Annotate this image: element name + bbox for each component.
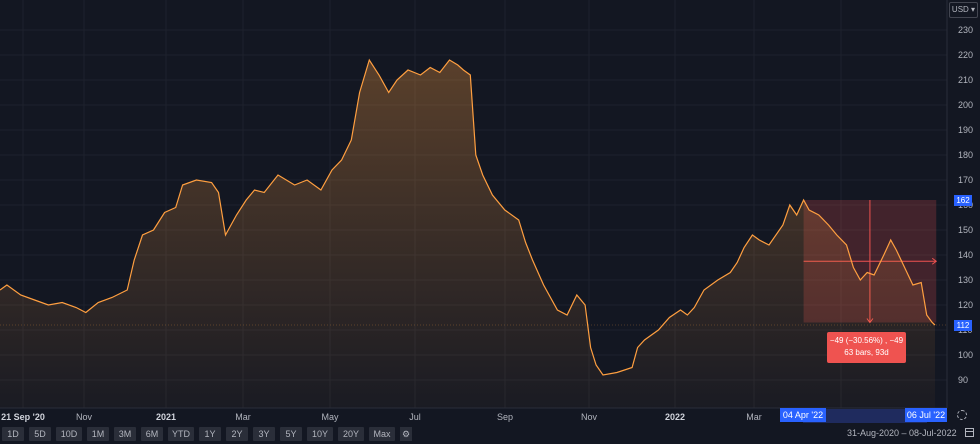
y-tick-label: 210 xyxy=(958,75,973,85)
range-button-2y[interactable]: 2Y xyxy=(226,427,248,441)
price-line xyxy=(0,58,936,376)
range-button-1m[interactable]: 1M xyxy=(87,427,109,441)
range-button-ytd[interactable]: YTD xyxy=(168,427,194,441)
y-tick-label: 220 xyxy=(958,50,973,60)
y-tick-label: 90 xyxy=(958,375,968,385)
range-button-3m[interactable]: 3M xyxy=(114,427,136,441)
measurement-duration: 63 bars, 93d xyxy=(844,348,889,357)
y-tick-label: 130 xyxy=(958,275,973,285)
reset-scale-icon[interactable] xyxy=(957,410,967,420)
x-tick-label: 2021 xyxy=(156,412,176,422)
y-tick-label: 230 xyxy=(958,25,973,35)
currency-label: USD xyxy=(951,5,969,14)
measurement-change: −49 (−30.56%) , −49 xyxy=(829,336,904,345)
range-button-10y[interactable]: 10Y xyxy=(307,427,333,441)
range-button-10d[interactable]: 10D xyxy=(56,427,82,441)
measurement-arrow-right xyxy=(931,257,938,265)
y-tick-label: 180 xyxy=(958,150,973,160)
range-button-5y[interactable]: 5Y xyxy=(280,427,302,441)
range-button-1d[interactable]: 1D xyxy=(2,427,24,441)
range-button-6m[interactable]: 6M xyxy=(141,427,163,441)
range-button-1y[interactable]: 1Y xyxy=(199,427,221,441)
time-axis: 21 Sep '20Nov2021MarMayJulSepNov2022MarM… xyxy=(1,409,927,423)
x-tick-label: Mar xyxy=(235,412,251,422)
x-tick-label: Sep xyxy=(497,412,513,422)
range-button-max[interactable]: Max xyxy=(369,427,395,441)
y-tick-label: 200 xyxy=(958,100,973,110)
price-area xyxy=(0,58,947,408)
x-tick-label: Mar xyxy=(746,412,762,422)
y-tick-label: 100 xyxy=(958,350,973,360)
highlighted-date-tick: 04 Apr '22 xyxy=(780,408,826,422)
x-tick-label: Jul xyxy=(409,412,421,422)
currency-selector[interactable]: USD ▾ xyxy=(949,2,978,18)
price-area-fill xyxy=(0,60,935,408)
range-button-5d[interactable]: 5D xyxy=(29,427,51,441)
date-range-label[interactable]: 31-Aug-2020 – 08-Jul-2022 xyxy=(847,428,957,438)
settings-gear-icon[interactable]: ⚙ xyxy=(400,427,412,441)
calendar-icon[interactable] xyxy=(965,428,974,437)
x-tick-label: Nov xyxy=(581,412,598,422)
range-button-20y[interactable]: 20Y xyxy=(338,427,364,441)
x-tick-label: Nov xyxy=(76,412,93,422)
highlighted-date-tick: 06 Jul '22 xyxy=(905,408,947,422)
x-tick-label: 21 Sep '20 xyxy=(1,412,45,422)
x-tick-label: May xyxy=(321,412,339,422)
y-tick-label: 140 xyxy=(958,250,973,260)
price-tag: 162 xyxy=(954,194,972,206)
price-tag: 112 xyxy=(954,319,972,331)
y-tick-label: 190 xyxy=(958,125,973,135)
measurement-tooltip: −49 (−30.56%) , −49 63 bars, 93d xyxy=(827,332,906,363)
time-range-band xyxy=(803,409,927,423)
range-button-3y[interactable]: 3Y xyxy=(253,427,275,441)
y-tick-label: 170 xyxy=(958,175,973,185)
x-tick-label: 2022 xyxy=(665,412,685,422)
y-tick-label: 150 xyxy=(958,225,973,235)
y-tick-label: 120 xyxy=(958,300,973,310)
range-toolbar: 1D 5D 10D 1M 3M 6M YTD 1Y 2Y 3Y 5Y 10Y 20Y Max ⚙ 31-A… xyxy=(0,425,980,444)
